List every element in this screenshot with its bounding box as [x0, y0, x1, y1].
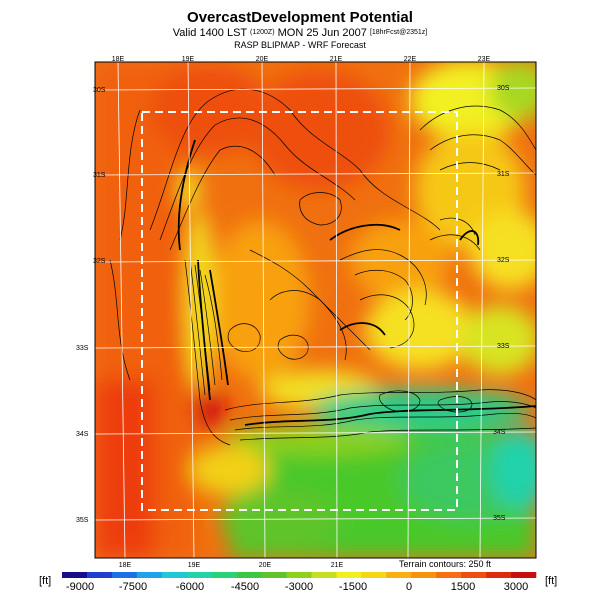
valid-time: Valid 1400 LST: [172, 27, 247, 39]
utc-time: (1200Z): [250, 29, 275, 36]
lon-label-top: 21E: [330, 56, 343, 63]
lon-label-top: 19E: [182, 56, 195, 63]
colorbar-cell: [186, 572, 212, 578]
colorbar-unit-right: [ft]: [545, 575, 558, 587]
colorbar-cell: [136, 572, 163, 578]
lon-label-bottom: 18E: [119, 562, 132, 569]
lat-labels-right: 30S 31S 32S 33S 34S 35S: [493, 85, 510, 522]
colorbar-cell: [86, 572, 113, 578]
lat-labels-left: 30S 31S 32S 33S 34S 35S: [76, 87, 106, 524]
colorbar-tick-label: 3000: [504, 581, 528, 593]
lat-lon-grid: [95, 62, 536, 558]
terrain-contour-note: Terrain contours: 250 ft: [399, 559, 492, 569]
map-frame: [94, 61, 537, 559]
colorbar-cell: [236, 572, 262, 578]
map-title: OvercastDevelopment Potential: [187, 9, 413, 26]
colorbar-tick-label: -4500: [231, 581, 259, 593]
lat-label-right: 34S: [493, 429, 506, 436]
colorbar-cell: [261, 572, 287, 578]
colorbar-cell: [436, 572, 462, 578]
colorbar-cell: [111, 572, 138, 578]
colorbar-cell: [486, 572, 512, 578]
colorbar-tick-label: -3000: [285, 581, 313, 593]
lat-label-left: 32S: [93, 258, 106, 265]
colorbar-cell: [461, 572, 487, 578]
colorbar-cell: [286, 572, 312, 578]
lon-label-top: 18E: [112, 56, 125, 63]
lon-label-top: 20E: [256, 56, 269, 63]
model-name: RASP BLIPMAP - WRF Forecast: [234, 40, 366, 50]
lon-label-top: 22E: [404, 56, 417, 63]
map-subtitle: Valid 1400 LST (1200Z) MON 25 Jun 2007 […: [0, 27, 600, 39]
colorbar-cell: [311, 572, 337, 578]
colorbar-cell: [411, 572, 437, 578]
colorbar-tick-label: -7500: [119, 581, 147, 593]
colorbar-cell: [511, 572, 537, 578]
colorbar-cell: [211, 572, 237, 578]
colorbar-cell: [361, 572, 387, 578]
lon-label-bottom: 21E: [331, 562, 344, 569]
lat-label-right: 30S: [497, 85, 510, 92]
lat-label-right: 31S: [497, 171, 510, 178]
lat-label-right: 32S: [497, 257, 510, 264]
colorbar-tick-label: 0: [406, 581, 412, 593]
lon-label-bottom: 20E: [259, 562, 272, 569]
colorbar-tick-label: -1500: [339, 581, 367, 593]
colorbar-cells: [62, 572, 537, 578]
lat-label-left: 35S: [76, 517, 89, 524]
colorbar-tick-label: -6000: [176, 581, 204, 593]
colorbar-tick-label: 1500: [451, 581, 475, 593]
lat-label-left: 33S: [76, 345, 89, 352]
colorbar-unit-left: [ft]: [39, 575, 52, 587]
lat-label-left: 31S: [93, 172, 106, 179]
inner-domain-box: [141, 111, 458, 511]
terrain-contours: [109, 88, 536, 446]
colorbar-tick-labels: -9000 -7500 -6000 -4500 -3000 -1500 0 15…: [66, 581, 528, 593]
forecast-date: MON 25 Jun 2007: [277, 27, 367, 39]
lat-label-right: 35S: [493, 515, 506, 522]
colorbar-tick-label: -9000: [66, 581, 94, 593]
colorbar-cell: [161, 572, 188, 578]
lon-label-bottom: 19E: [188, 562, 201, 569]
lon-labels-top: 18E 19E 20E 21E 22E 23E: [112, 56, 491, 63]
lat-label-left: 30S: [93, 87, 106, 94]
lat-label-right: 33S: [497, 343, 510, 350]
lat-label-left: 34S: [76, 431, 89, 438]
lon-labels-bottom: 18E 19E 20E 21E: [119, 562, 344, 569]
lon-label-top: 23E: [478, 56, 491, 63]
colorbar-cell: [62, 572, 88, 578]
bold-contours: [177, 139, 536, 426]
colorbar-cell: [336, 572, 362, 578]
colorbar-cell: [386, 572, 412, 578]
color-field: [95, 62, 536, 558]
forecast-run: [18hrFcst@2351z]: [369, 29, 428, 36]
